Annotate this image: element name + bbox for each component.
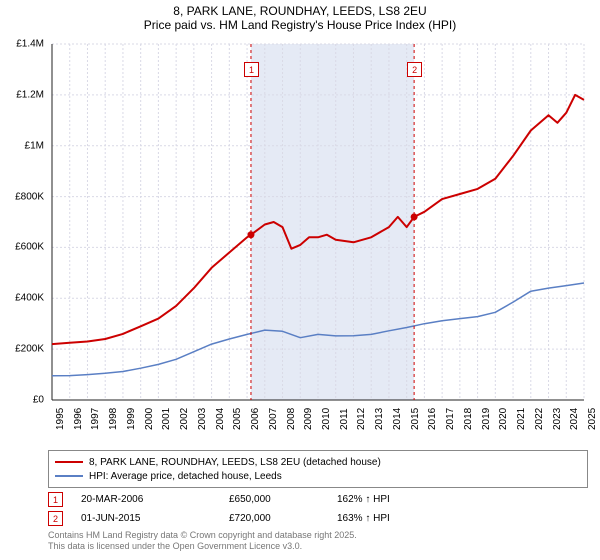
x-tick-label: 2006 xyxy=(250,408,261,430)
legend-item: 8, PARK LANE, ROUNDHAY, LEEDS, LS8 2EU (… xyxy=(55,455,581,469)
x-tick-label: 2014 xyxy=(392,408,403,430)
x-tick-label: 2013 xyxy=(374,408,385,430)
y-tick-label: £1.4M xyxy=(16,39,44,50)
annotation-badge: 2 xyxy=(407,62,422,77)
legend: 8, PARK LANE, ROUNDHAY, LEEDS, LS8 2EU (… xyxy=(48,450,588,488)
transactions-list: 1 20-MAR-2006 £650,000 162% ↑ HPI 2 01-J… xyxy=(48,490,588,528)
y-tick-label: £400K xyxy=(15,293,44,304)
footer-line-2: This data is licensed under the Open Gov… xyxy=(48,541,588,552)
transaction-row: 1 20-MAR-2006 £650,000 162% ↑ HPI xyxy=(48,490,588,509)
x-tick-label: 2000 xyxy=(144,408,155,430)
legend-swatch xyxy=(55,475,83,477)
x-tick-label: 2021 xyxy=(516,408,527,430)
title-line-1: 8, PARK LANE, ROUNDHAY, LEEDS, LS8 2EU xyxy=(0,4,600,18)
transaction-date: 20-MAR-2006 xyxy=(81,494,211,505)
x-tick-label: 2011 xyxy=(339,408,350,430)
x-tick-label: 2010 xyxy=(321,408,332,430)
y-tick-label: £800K xyxy=(15,191,44,202)
x-tick-label: 2020 xyxy=(498,408,509,430)
x-tick-label: 2001 xyxy=(161,408,172,430)
title-line-2: Price paid vs. HM Land Registry's House … xyxy=(0,18,600,32)
x-tick-label: 2022 xyxy=(534,408,545,430)
x-tick-label: 2007 xyxy=(268,408,279,430)
footer-attribution: Contains HM Land Registry data © Crown c… xyxy=(48,530,588,552)
x-tick-label: 2002 xyxy=(179,408,190,430)
transaction-date: 01-JUN-2015 xyxy=(81,513,211,524)
legend-item: HPI: Average price, detached house, Leed… xyxy=(55,469,581,483)
x-tick-label: 2023 xyxy=(552,408,563,430)
transaction-ratio: 162% ↑ HPI xyxy=(337,494,390,505)
legend-label: 8, PARK LANE, ROUNDHAY, LEEDS, LS8 2EU (… xyxy=(89,457,381,468)
x-tick-label: 2019 xyxy=(481,408,492,430)
x-tick-label: 2025 xyxy=(587,408,598,430)
legend-swatch xyxy=(55,461,83,463)
transaction-ratio: 163% ↑ HPI xyxy=(337,513,390,524)
x-tick-label: 2016 xyxy=(427,408,438,430)
x-tick-label: 1996 xyxy=(73,408,84,430)
x-tick-label: 2003 xyxy=(197,408,208,430)
x-tick-label: 1995 xyxy=(55,408,66,430)
y-tick-label: £0 xyxy=(33,395,44,406)
transaction-row: 2 01-JUN-2015 £720,000 163% ↑ HPI xyxy=(48,509,588,528)
y-tick-label: £600K xyxy=(15,242,44,253)
x-tick-label: 2018 xyxy=(463,408,474,430)
footer-line-1: Contains HM Land Registry data © Crown c… xyxy=(48,530,588,541)
x-tick-label: 2017 xyxy=(445,408,456,430)
chart-plot xyxy=(48,40,588,420)
x-tick-label: 2005 xyxy=(232,408,243,430)
transaction-price: £720,000 xyxy=(229,513,319,524)
transaction-price: £650,000 xyxy=(229,494,319,505)
x-tick-label: 2009 xyxy=(303,408,314,430)
x-tick-label: 2004 xyxy=(215,408,226,430)
x-tick-label: 1998 xyxy=(108,408,119,430)
legend-label: HPI: Average price, detached house, Leed… xyxy=(89,471,282,482)
chart-title: 8, PARK LANE, ROUNDHAY, LEEDS, LS8 2EU P… xyxy=(0,0,600,33)
y-tick-label: £1M xyxy=(25,140,44,151)
transaction-badge: 1 xyxy=(48,492,63,507)
x-tick-label: 2012 xyxy=(356,408,367,430)
transaction-badge: 2 xyxy=(48,511,63,526)
x-tick-label: 2015 xyxy=(410,408,421,430)
x-tick-label: 2008 xyxy=(286,408,297,430)
x-tick-label: 2024 xyxy=(569,408,580,430)
x-tick-label: 1999 xyxy=(126,408,137,430)
x-tick-label: 1997 xyxy=(90,408,101,430)
y-tick-label: £200K xyxy=(15,344,44,355)
annotation-badge: 1 xyxy=(244,62,259,77)
y-tick-label: £1.2M xyxy=(16,89,44,100)
